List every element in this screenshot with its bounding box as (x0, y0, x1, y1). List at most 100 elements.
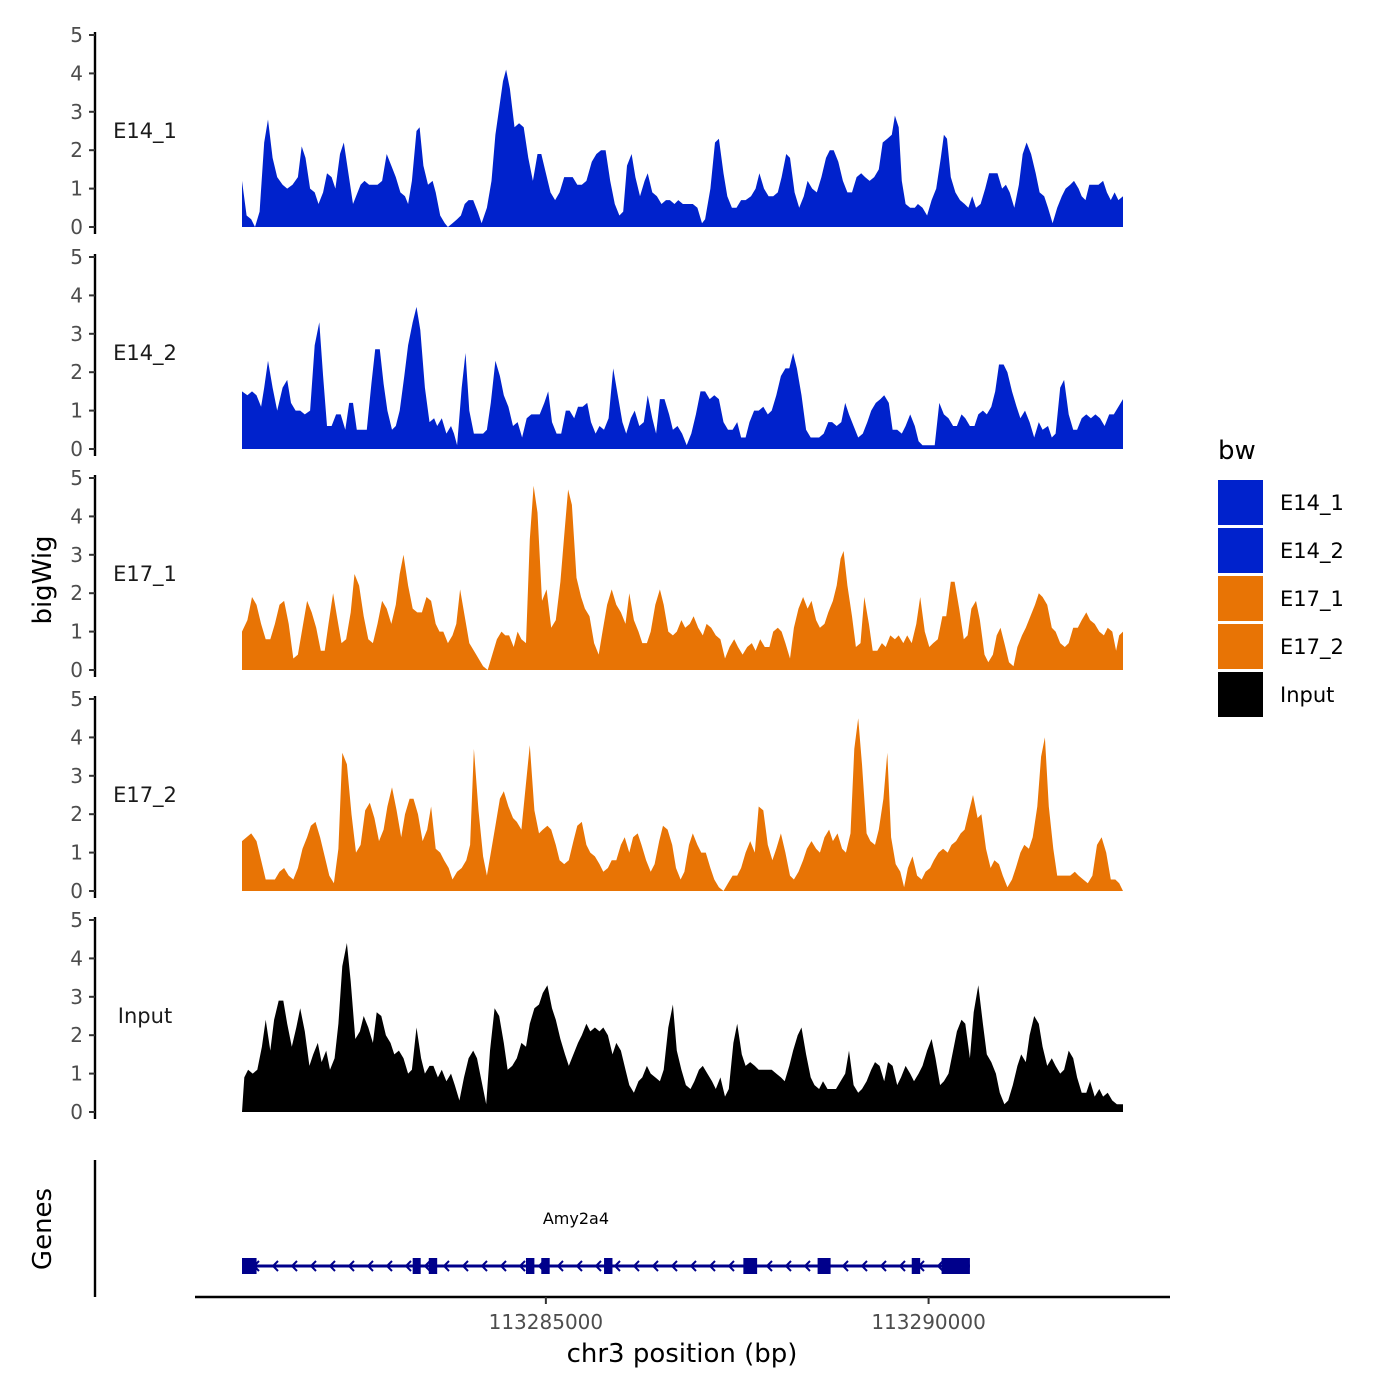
strand-arrow (271, 1260, 279, 1272)
x-tick-label: 113285000 (489, 1310, 604, 1334)
y-tick-label: 1 (70, 177, 83, 201)
strand-arrow (879, 1260, 887, 1272)
legend-key-E17_2 (1218, 624, 1263, 669)
strand-arrow (765, 1260, 773, 1272)
y-tick-label: 3 (70, 543, 83, 567)
legend-title: bw (1218, 436, 1256, 466)
track-label: E17_1 (113, 562, 177, 587)
strand-arrow (556, 1260, 564, 1272)
gene-track-title: Genes (28, 1188, 58, 1270)
strand-arrow (461, 1260, 469, 1272)
y-tick-label: 1 (70, 620, 83, 644)
y-tick-label: 0 (70, 437, 83, 461)
y-tick-label: 3 (70, 100, 83, 124)
exon (541, 1258, 550, 1274)
exon (911, 1258, 921, 1274)
y-tick-label: 4 (70, 725, 83, 749)
strand-arrow (651, 1260, 659, 1272)
y-tick-label: 2 (70, 360, 83, 384)
legend-key-E14_1 (1218, 480, 1263, 525)
strand-arrow (404, 1260, 412, 1272)
exon (428, 1258, 438, 1274)
strand-arrow (727, 1260, 735, 1272)
strand-arrow (708, 1260, 716, 1272)
y-tick-label: 4 (70, 61, 83, 85)
x-axis: 113285000 113290000 chr3 position (bp) (195, 1295, 1170, 1369)
strand-arrow (385, 1260, 393, 1272)
track-Input: 0 1 2 3 4 5 Input (70, 908, 1123, 1124)
strand-arrow (803, 1260, 811, 1272)
strand-arrow (442, 1260, 450, 1272)
strand-arrow (898, 1260, 906, 1272)
y-axis-title: bigWig (28, 535, 58, 624)
exon (242, 1258, 257, 1274)
track-label: E17_2 (113, 783, 177, 808)
strand-arrow (480, 1260, 488, 1272)
track-label: Input (118, 1004, 172, 1028)
strand-arrow (860, 1260, 868, 1272)
strand-arrow (613, 1260, 621, 1272)
strand-arrow (575, 1260, 583, 1272)
y-tick-label: 1 (70, 1062, 83, 1086)
y-tick-label: 5 (70, 23, 83, 47)
track-E17_2: 0 1 2 3 4 5 E17_2 (70, 687, 1123, 903)
strand-arrow (689, 1260, 697, 1272)
exon (817, 1258, 831, 1274)
legend: bw E14_1 E14_2 E17_1 E17_2 Input (1218, 436, 1344, 717)
y-tick-label: 1 (70, 841, 83, 865)
y-tick-label: 4 (70, 283, 83, 307)
coverage-tracks: 0 1 2 3 4 5 E14_1 0 1 2 3 4 5 E14_2 0 1 2 3 4 5 E17_1 0 1 2 3 4 5 E… (70, 23, 1123, 1124)
strand-arrow (309, 1260, 317, 1272)
coverage-area (242, 718, 1123, 891)
exon (604, 1258, 613, 1274)
y-tick-label: 3 (70, 322, 83, 346)
legend-label-E14_1: E14_1 (1280, 491, 1344, 516)
coverage-area (242, 943, 1123, 1112)
gene-track: Genes Amy2a4 (28, 1160, 970, 1297)
x-axis-title: chr3 position (bp) (567, 1339, 798, 1369)
track-label: E14_1 (113, 119, 177, 144)
track-E14_2: 0 1 2 3 4 5 E14_2 (70, 245, 1123, 461)
y-tick-label: 0 (70, 658, 83, 682)
strand-arrow (518, 1260, 526, 1272)
y-tick-label: 0 (70, 215, 83, 239)
y-tick-label: 0 (70, 879, 83, 903)
strand-arrow (594, 1260, 602, 1272)
strand-arrow (670, 1260, 678, 1272)
strand-arrow (347, 1260, 355, 1272)
y-tick-label: 2 (70, 138, 83, 162)
strand-arrow (841, 1260, 849, 1272)
strand-arrow (328, 1260, 336, 1272)
y-tick-label: 3 (70, 764, 83, 788)
exon (525, 1258, 535, 1274)
y-tick-label: 2 (70, 581, 83, 605)
strand-arrow (499, 1260, 507, 1272)
exon (743, 1258, 758, 1274)
y-tick-label: 3 (70, 985, 83, 1009)
y-tick-label: 5 (70, 908, 83, 932)
strand-arrow (632, 1260, 640, 1272)
y-tick-label: 0 (70, 1100, 83, 1124)
exon (412, 1258, 421, 1274)
track-label: E14_2 (113, 341, 177, 366)
strand-arrow (784, 1260, 792, 1272)
legend-label-E17_2: E17_2 (1280, 635, 1344, 660)
y-tick-label: 2 (70, 1023, 83, 1047)
legend-key-E14_2 (1218, 528, 1263, 573)
legend-key-E17_1 (1218, 576, 1263, 621)
coverage-area (242, 485, 1123, 670)
strand-arrow (290, 1260, 298, 1272)
coverage-area (242, 306, 1123, 449)
coverage-area (242, 69, 1123, 227)
y-tick-label: 1 (70, 399, 83, 423)
strand-arrow (423, 1260, 431, 1272)
y-tick-label: 2 (70, 802, 83, 826)
strand-arrow (936, 1260, 944, 1272)
y-tick-label: 5 (70, 466, 83, 490)
legend-label-E17_1: E17_1 (1280, 587, 1344, 612)
y-tick-label: 5 (70, 687, 83, 711)
track-E14_1: 0 1 2 3 4 5 E14_1 (70, 23, 1123, 239)
y-tick-label: 4 (70, 946, 83, 970)
track-E17_1: 0 1 2 3 4 5 E17_1 (70, 466, 1123, 682)
